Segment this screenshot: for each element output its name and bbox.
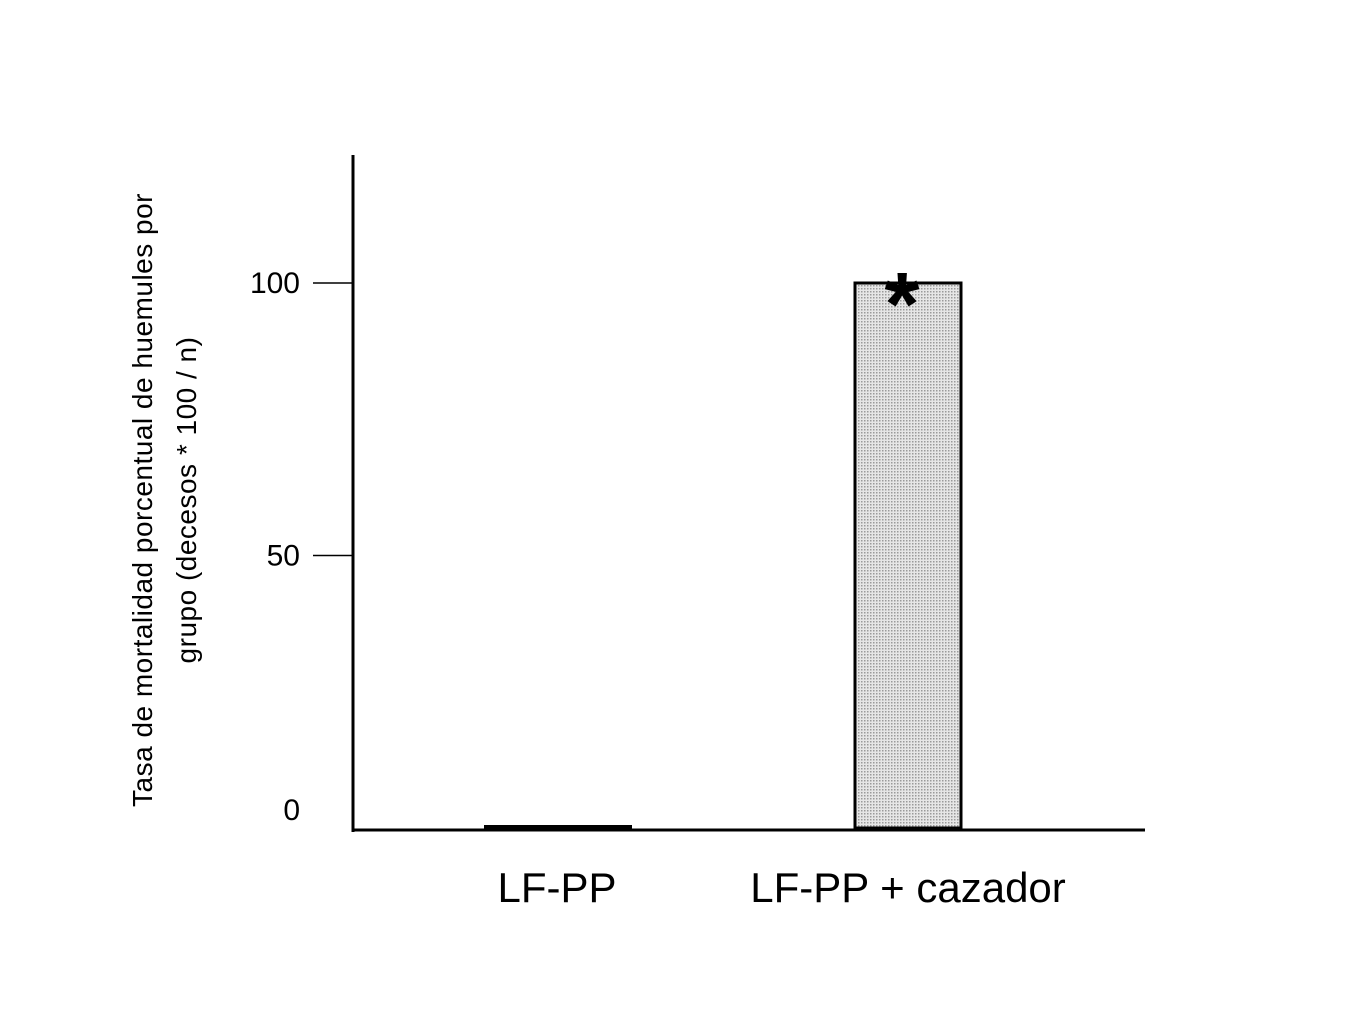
bar-0 (484, 825, 632, 829)
x-tick-label-0: LF-PP (497, 864, 616, 911)
y-ticks-layer: 0 50 100 (250, 267, 353, 827)
significance-annotation: * (884, 255, 919, 355)
y-axis-label-line-2: grupo (decesos * 100 / n) (171, 337, 202, 664)
y-axis-label-line-1: Tasa de mortalidad porcentual de huemule… (127, 193, 158, 807)
y-axis-label: Tasa de mortalidad porcentual de huemule… (127, 193, 202, 807)
bar-1 (853, 281, 963, 830)
annotations-layer: * (884, 255, 919, 355)
bars-layer (484, 281, 963, 830)
x-tick-label-1: LF-PP + cazador (750, 864, 1066, 911)
y-tick-label-100: 100 (250, 267, 300, 300)
y-tick-label-50: 50 (267, 540, 300, 573)
x-tick-labels-layer: LF-PP LF-PP + cazador (497, 864, 1065, 911)
y-tick-label-0: 0 (283, 794, 300, 827)
